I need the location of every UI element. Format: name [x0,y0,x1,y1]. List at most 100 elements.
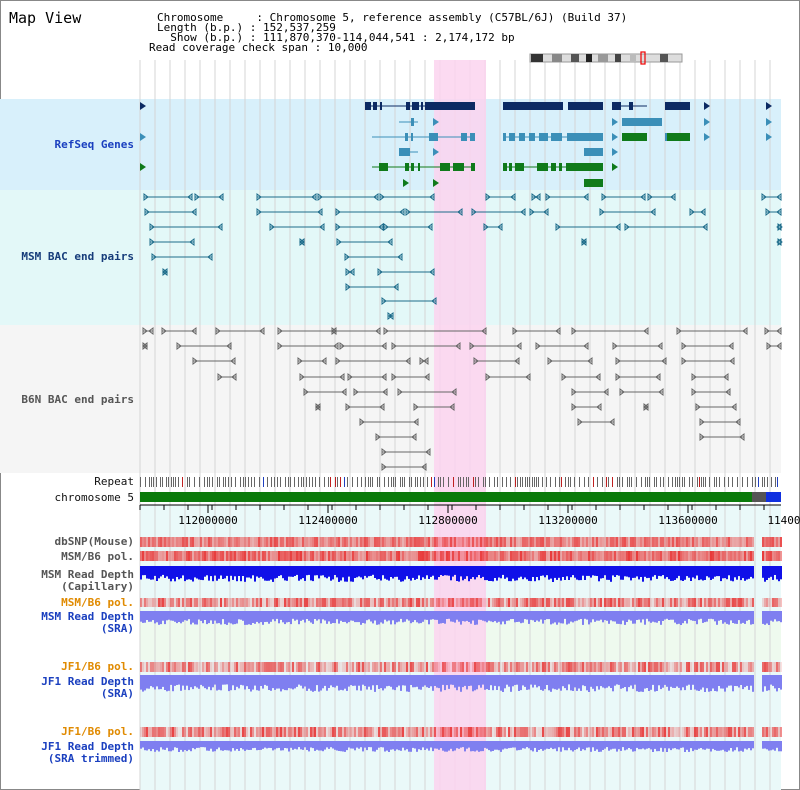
jf1-b6-pol-heat-cell [166,662,168,672]
jf1-b6-pol-2-heat-cell [222,727,224,737]
msm-depth-capillary-bar [414,566,416,580]
repeat-element [303,477,304,487]
msm-b6-pol-2-heat-cell [394,598,396,607]
jf1-b6-pol-heat-cell [286,662,288,672]
jf1-depth-trimmed-bar [320,741,322,751]
jf1-depth-sra-bar [640,675,642,692]
dbsnp-heat-cell [524,537,526,547]
msm-bac-pair-end [427,223,433,231]
msm-b6-pol-2-heat-cell [704,598,706,607]
jf1-b6-pol-2-heat-cell [308,727,310,737]
msm-bac-pair-end [378,223,384,231]
msm-depth-capillary-bar [528,566,530,581]
jf1-b6-pol-2-heat-cell [428,727,430,737]
jf1-depth-trimmed-bar [274,741,276,750]
jf1-b6-pol-2-heat-cell [730,727,732,737]
jf1-depth-trimmed-bar [372,741,374,752]
jf1-depth-sra-bar [730,675,732,686]
msm-depth-capillary-bar [416,566,418,579]
track-label-dbsnp[interactable]: dbSNP(Mouse) [54,535,134,548]
jf1-depth-trimmed-bar [494,741,496,750]
msm-bac-pair-end [381,297,387,305]
jf1-depth-sra-bar [768,675,770,691]
msm-b6-pol-heat-cell [610,551,612,561]
jf1-depth-trimmed-bar [508,741,510,749]
track-label-msm-b6-pol-2[interactable]: MSM/B6 pol. [61,596,134,609]
b6n-bac-pair-end [603,388,609,396]
track-label-jf1-b6-pol-2[interactable]: JF1/B6 pol. [61,725,134,738]
msm-b6-pol-2-heat-cell [292,598,294,607]
msm-depth-capillary-bar [762,566,764,578]
jf1-b6-pol-heat-cell [522,662,524,672]
repeat-element [160,477,161,487]
track-label-jf1-depth-sra[interactable]: JF1 Read Depth [41,675,134,688]
refseq-gene-marker [433,118,439,126]
jf1-depth-trimmed-bar [452,741,454,752]
msm-b6-pol-2-heat-cell [474,598,476,607]
jf1-depth-sra-bar [626,675,628,692]
msm-bac-pair-end [399,208,405,216]
jf1-b6-pol-heat-cell [566,662,568,672]
jf1-b6-pol-2-heat-cell [582,727,584,737]
jf1-depth-trimmed-bar [358,741,360,749]
msm-b6-pol-heat-cell [648,551,650,561]
dbsnp-heat-cell [518,537,520,547]
jf1-depth-sra-bar [416,675,418,687]
jf1-b6-pol-heat-cell [354,662,356,672]
msm-b6-pol-heat-cell [486,551,488,561]
msm-b6-pol-heat-cell [244,551,246,561]
jf1-b6-pol-heat-cell [222,662,224,672]
msm-depth-capillary-bar [192,566,194,582]
jf1-b6-pol-2-heat-cell [182,727,184,737]
jf1-depth-sra-bar [588,675,590,692]
msm-depth-capillary-bar [556,566,558,580]
dbsnp-heat-cell [706,537,708,547]
jf1-b6-pol-heat-cell [696,662,698,672]
msm-b6-pol-2-heat-cell [478,598,480,607]
track-label-msm-depth-capillary[interactable]: MSM Read Depth [41,568,134,581]
dbsnp-heat-cell [182,537,184,547]
track-label-msm-b6-pol-1[interactable]: MSM/B6 pol. [61,550,134,563]
track-label-jf1-depth-trimmed[interactable]: JF1 Read Depth [41,740,134,753]
msm-depth-sra-bar [174,611,176,622]
repeat-element [235,477,236,487]
track-label-msm-bac[interactable]: MSM BAC end pairs [21,250,134,263]
jf1-depth-trimmed-bar [594,741,596,751]
jf1-b6-pol-heat-cell [512,662,514,672]
msm-b6-pol-2-heat-cell [390,598,392,607]
track-label-jf1-b6-pol-1[interactable]: JF1/B6 pol. [61,660,134,673]
jf1-b6-pol-heat-cell [664,662,666,672]
msm-depth-capillary-bar [590,566,592,578]
jf1-b6-pol-2-heat-cell [238,727,240,737]
msm-b6-pol-heat-cell [628,551,630,561]
jf1-b6-pol-2-heat-cell [566,727,568,737]
msm-bac-pair-end [485,193,491,201]
refseq-gene-exon [429,133,438,141]
msm-depth-sra-bar [258,611,260,624]
jf1-b6-pol-2-heat-cell [632,727,634,737]
jf1-depth-sra-bar [334,675,336,688]
jf1-b6-pol-heat-cell [374,662,376,672]
dbsnp-heat-cell [576,537,578,547]
track-label-msm-depth-sra[interactable]: MSM Read Depth [41,610,134,623]
msm-b6-pol-heat-cell [204,551,206,561]
msm-depth-capillary-bar [766,566,768,580]
track-label-b6n-bac[interactable]: B6N BAC end pairs [21,393,134,406]
track-label-refseq[interactable]: RefSeq Genes [54,138,134,151]
msm-depth-sra-bar [346,611,348,624]
dbsnp-heat-cell [556,537,558,547]
jf1-b6-pol-heat-cell [642,662,644,672]
repeat-element [379,477,380,487]
jf1-depth-sra-bar [228,675,230,692]
msm-depth-sra-bar [608,611,610,624]
repeat-element [162,477,163,487]
dbsnp-heat-cell [384,537,386,547]
msm-b6-pol-heat-cell [506,551,508,561]
msm-depth-capillary-bar [150,566,152,580]
msm-depth-capillary-bar [626,566,628,577]
msm-depth-sra-bar [724,611,726,623]
jf1-b6-pol-heat-cell [206,662,208,672]
msm-b6-pol-2-heat-cell [768,598,770,607]
jf1-depth-trimmed-bar [530,741,532,751]
jf1-b6-pol-heat-cell [466,662,468,672]
